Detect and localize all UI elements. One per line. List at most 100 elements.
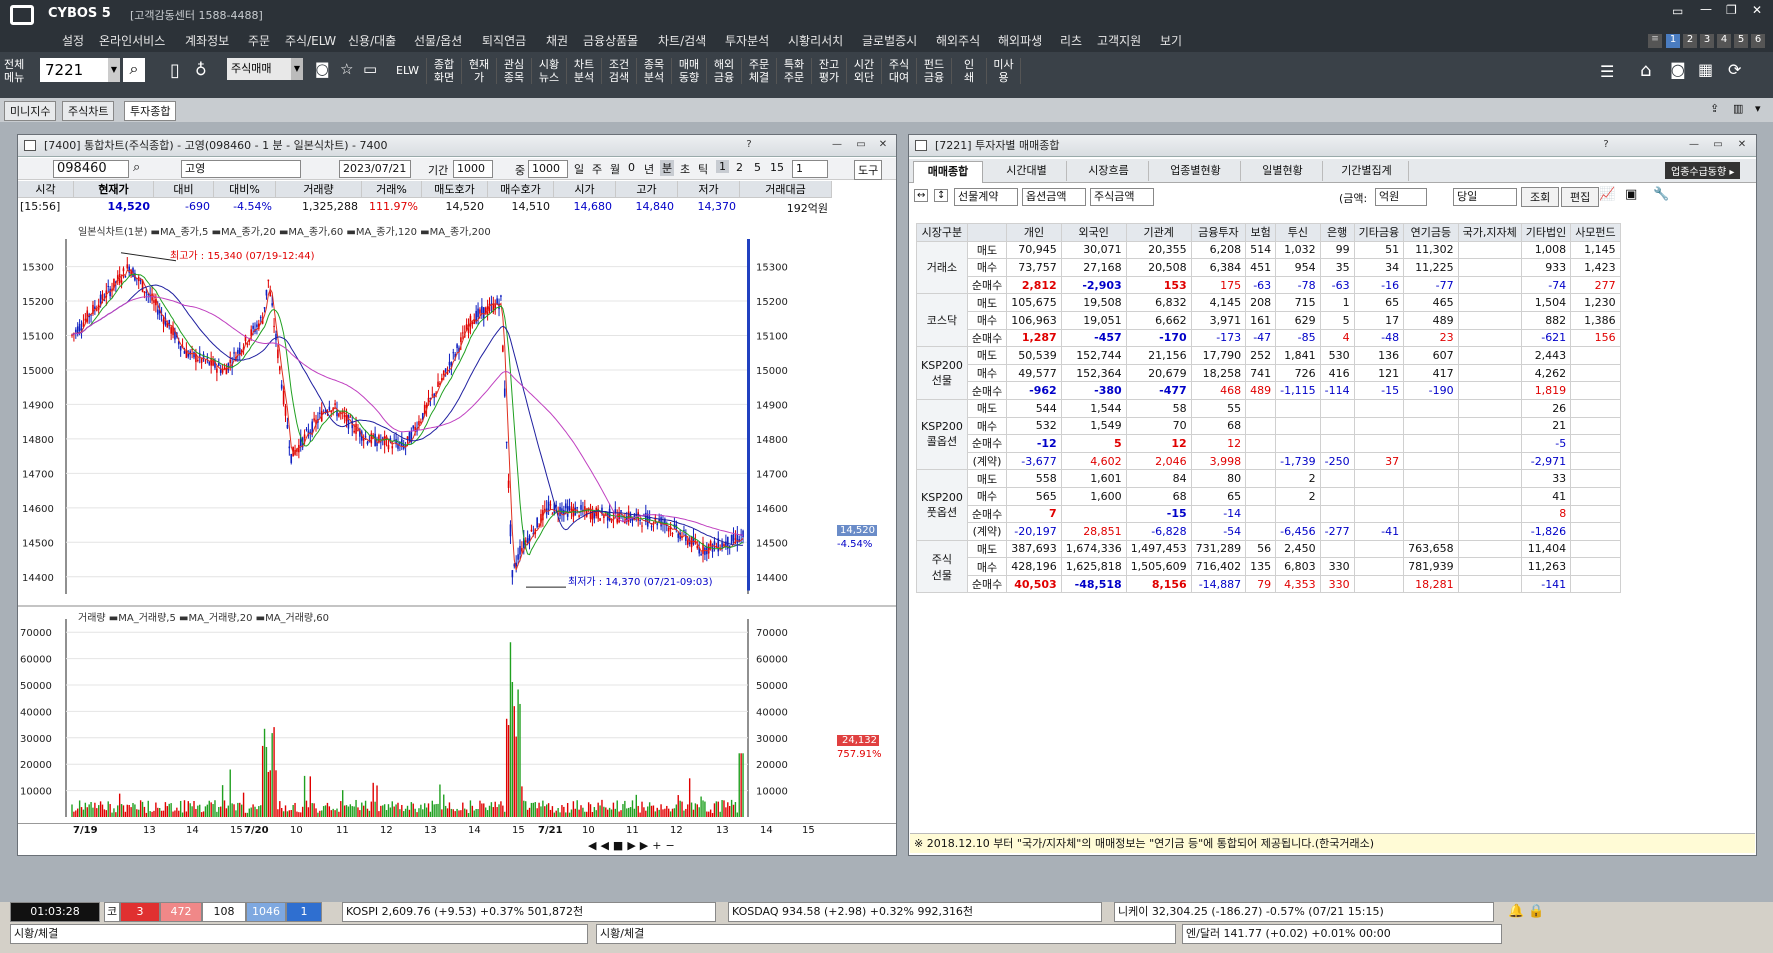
star-icon[interactable]: ☆ [340, 60, 354, 78]
zoom-out-icon[interactable]: − [665, 839, 679, 852]
inv-minimize-button[interactable]: — [1689, 139, 1699, 150]
tb-stock-lending[interactable]: 주식 대여 [881, 58, 916, 84]
kosdaq-ticker[interactable]: KOSDAQ 934.58 (+2.98) +0.32% 992,316천 [728, 902, 1102, 922]
period-btn-1[interactable]: 1 [716, 160, 729, 173]
menu-select[interactable]: 주식매매 [227, 58, 291, 80]
full-menu-button[interactable]: 전체 메뉴 [4, 58, 25, 84]
tab-period[interactable]: 기간별집계 [1325, 161, 1409, 181]
table-row[interactable]: (계약) -3,677 4,602 2,046 3,998 -1,739 -250 37 -2,… [917, 451, 1621, 471]
elw-button[interactable]: ELW [396, 64, 419, 77]
screen-number-input[interactable]: 7221 [40, 58, 108, 82]
arrow-ud-icon[interactable]: ↕ [934, 189, 949, 202]
table-row[interactable]: KSP200 선물 매도 50,539 152,744 21,156 17,790 252 1… [916, 346, 1621, 400]
print-icon[interactable]: ▣ [1625, 187, 1638, 202]
period-btn-week[interactable]: 주 [592, 163, 603, 176]
options-select[interactable]: 옵션금액 [1022, 188, 1086, 206]
close-button[interactable]: ✕ [1752, 3, 1763, 17]
period-btn-year[interactable]: 년 [644, 163, 655, 176]
screen-tab-6[interactable]: 6 [1751, 34, 1765, 48]
tb-watchlist[interactable]: 관심 종목 [496, 58, 531, 84]
stock-search-icon[interactable]: ⌕ [133, 160, 141, 175]
arrow-lr-icon[interactable]: ↔ [914, 189, 929, 202]
menu-account[interactable]: 계좌정보 [185, 34, 230, 48]
tb-special-order[interactable]: 특화 주문 [776, 58, 811, 84]
table-row[interactable]: 순매수 -12 5 12 12 -5 [917, 434, 1621, 453]
period-select[interactable]: 당일 [1453, 188, 1517, 206]
table-row[interactable]: 매수 532 1,549 70 68 21 [917, 416, 1621, 436]
quick-tab-more-icon[interactable]: ▾ [1755, 102, 1761, 115]
quick-tab-mini-index[interactable]: 미니지수 [4, 101, 57, 121]
screen-number-dropdown-icon[interactable]: ▼ [108, 58, 120, 82]
lock-icon[interactable]: 🔒 [1528, 904, 1545, 919]
quick-tab-delete-icon[interactable]: ▥ [1733, 102, 1744, 115]
tb-news[interactable]: 시황 뉴스 [531, 58, 566, 84]
tb-fund[interactable]: 펀드 금융 [916, 58, 951, 84]
tab-market-flow[interactable]: 시장흐름 [1069, 161, 1149, 181]
monitor-icon[interactable]: ▭ [363, 60, 378, 78]
table-row[interactable]: (계약) -20,197 28,851 -6,828 -54 -6,456 -277 -41 -… [917, 522, 1621, 541]
restore-button[interactable]: ❐ [1726, 3, 1737, 17]
menu-credit[interactable]: 신용/대출 [348, 34, 397, 48]
table-row[interactable]: 매수 73,757 27,168 20,508 6,384 451 954 35 34 11,22… [917, 258, 1621, 277]
chart-maximize-button[interactable]: ▭ [856, 139, 866, 150]
period-btn-second[interactable]: 초 [680, 163, 691, 176]
inv-maximize-button[interactable]: ▭ [1713, 139, 1723, 150]
menu-view[interactable]: 보기 [1160, 34, 1183, 48]
menu-stock-elw[interactable]: 주식/ELW [285, 34, 337, 48]
stop-icon[interactable]: ■ [612, 839, 628, 852]
period-btn-minute[interactable]: 분 [660, 160, 675, 176]
period-btn-month[interactable]: 월 [610, 163, 621, 176]
table-row[interactable]: 매수 49,577 152,364 20,679 18,258 741 726 416 121 4… [917, 363, 1621, 383]
toolbar-menu-icon[interactable]: ☰ [1600, 62, 1615, 81]
camera-icon[interactable]: ◙ [315, 60, 330, 78]
quick-tab-settings-icon[interactable]: ⇪ [1710, 102, 1720, 115]
table-row[interactable]: 거래소 매도 70,945 30,071 20,355 6,208 514 1,032 99 51… [916, 240, 1621, 295]
chart-close-button[interactable]: ✕ [878, 139, 888, 150]
tb-balance[interactable]: 잔고 평가 [811, 58, 846, 84]
table-row[interactable]: 순매수 2,812 -2,903 153 175 -63 -78 -63 -16 -77 -74 27… [917, 275, 1621, 295]
minimize-button[interactable]: — [1700, 2, 1712, 16]
menu-research[interactable]: 시황리서치 [788, 34, 844, 48]
tab-sector[interactable]: 업종별현황 [1151, 161, 1241, 181]
menu-select-dropdown-icon[interactable]: ▼ [291, 58, 303, 80]
menu-products[interactable]: 금융상품몰 [583, 34, 639, 48]
titlebar-settings-icon[interactable]: ▭ [1672, 4, 1684, 18]
period-btn-zero[interactable]: 0 [628, 161, 635, 174]
screen-tab-1[interactable]: 1 [1666, 34, 1680, 48]
fx-ticker[interactable]: 엔/달러 141.77 (+0.02) +0.01% 00:00 [1182, 924, 1502, 944]
quick-tab-investor[interactable]: 투자종합 [124, 101, 177, 121]
unit-select[interactable]: 억원 [1375, 188, 1427, 206]
futures-select[interactable]: 선물계약 [954, 188, 1018, 206]
award-icon[interactable]: ♁ [195, 60, 207, 79]
chart-minimize-button[interactable]: — [832, 139, 842, 150]
tb-order-fill[interactable]: 주문 체결 [741, 58, 776, 84]
period-input[interactable]: 1000 [453, 160, 493, 178]
menu-bond[interactable]: 채권 [546, 34, 569, 48]
table-row[interactable]: 매수 565 1,600 68 65 2 41 [917, 486, 1621, 506]
news-ticker-2[interactable]: 시황/체결 [596, 924, 1176, 944]
period-btn-tick[interactable]: 틱 [698, 163, 709, 176]
period-btn-2[interactable]: 2 [736, 161, 743, 174]
volume-chart[interactable]: 70000 70000 60000 60000 50000 50000 40000 40000… [18, 605, 896, 823]
stock-select[interactable]: 주식금액 [1090, 188, 1154, 206]
search-icon[interactable]: ⌕ [123, 58, 145, 82]
tab-daily[interactable]: 일별현황 [1243, 161, 1323, 181]
menu-overseas-deriv[interactable]: 해외파생 [998, 34, 1043, 48]
table-row[interactable]: 매수 428,196 1,625,818 1,505,609 716,402 135 6,8… [917, 557, 1621, 576]
tools-button[interactable]: 도구 [854, 160, 883, 180]
tb-after-hours[interactable]: 시간 외단 [846, 58, 881, 84]
quick-tab-stock-chart[interactable]: 주식차트 [62, 101, 115, 121]
tb-print[interactable]: 인 쇄 [951, 58, 986, 84]
menu-support[interactable]: 고객지원 [1097, 34, 1142, 48]
price-chart[interactable]: 15300 15300 15200 15200 15100 15100 15000 15000… [18, 219, 896, 599]
menu-online[interactable]: 온라인서비스 [99, 34, 166, 48]
news-ticker-1[interactable]: 시황/체결 [10, 924, 588, 944]
table-row[interactable]: 순매수 1,287 -457 -170 -173 -47 -85 4 -48 23 -621 156 [917, 328, 1621, 348]
query-button[interactable]: 조회 [1521, 187, 1560, 207]
menu-pension[interactable]: 퇴직연금 [482, 34, 527, 48]
chart-window-title[interactable]: [7400] 통합차트(주식종합) - 고영(098460 - 1 분 - 일본… [18, 135, 896, 157]
menu-reits[interactable]: 리츠 [1060, 34, 1083, 48]
screen-tab-5[interactable]: 5 [1734, 34, 1748, 48]
alarm-icon[interactable]: 🔔 [1508, 904, 1525, 919]
period-btn-day[interactable]: 일 [574, 163, 585, 176]
